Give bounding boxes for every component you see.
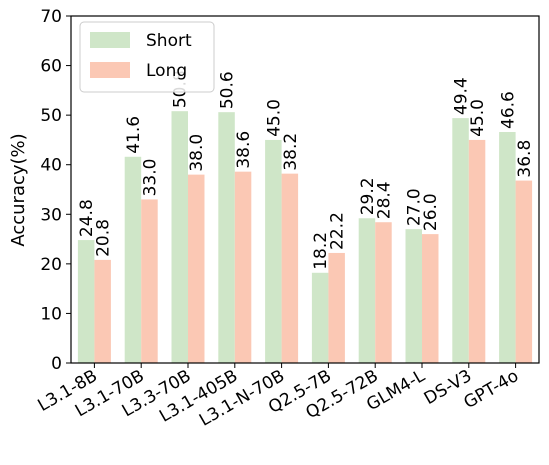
- y-tick-label-5: 50: [40, 106, 62, 126]
- bar-short-2: [171, 111, 188, 363]
- value-label-long-4: 38.2: [281, 133, 301, 171]
- value-label-short-8: 49.4: [452, 77, 472, 115]
- bar-long-8: [468, 139, 486, 363]
- value-label-short-9: 46.6: [498, 91, 518, 129]
- y-tick-label-0: 0: [51, 354, 62, 374]
- y-tick-label-7: 70: [40, 7, 62, 27]
- bar-short-7: [405, 229, 422, 363]
- bar-long-4: [281, 173, 299, 363]
- value-label-short-7: 27.0: [405, 188, 425, 226]
- bar-short-6: [358, 218, 376, 363]
- value-label-short-0: 24.8: [77, 199, 97, 237]
- x-tick-label-9: GPT-4o: [460, 366, 522, 413]
- value-label-long-3: 38.6: [234, 131, 254, 169]
- y-tick-label-4: 40: [40, 156, 62, 176]
- value-label-long-6: 28.4: [374, 181, 394, 219]
- bar-short-9: [499, 131, 516, 363]
- value-label-long-8: 45.0: [468, 99, 488, 137]
- y-tick-label-1: 10: [40, 304, 62, 324]
- bar-long-1: [141, 199, 158, 363]
- value-label-short-6: 29.2: [358, 177, 378, 215]
- axes-frame: [70, 15, 540, 364]
- value-label-long-1: 33.0: [140, 159, 160, 197]
- bar-short-3: [218, 112, 235, 363]
- value-label-long-9: 36.8: [515, 140, 535, 178]
- bar-short-0: [77, 240, 95, 363]
- value-label-short-4: 45.0: [264, 99, 284, 137]
- y-axis-title: Accuracy(%): [8, 133, 29, 246]
- legend-label-long: Long: [146, 61, 187, 81]
- bar-short-8: [452, 118, 469, 363]
- bar-long-3: [234, 171, 252, 363]
- bar-short-5: [311, 272, 329, 363]
- value-label-long-2: 38.0: [187, 134, 207, 172]
- legend-swatch-long: [90, 62, 130, 78]
- value-label-short-3: 50.6: [218, 71, 238, 109]
- value-label-short-1: 41.6: [124, 116, 144, 154]
- value-label-long-0: 20.8: [94, 219, 114, 257]
- legend-label-short: Short: [146, 31, 192, 51]
- value-label-short-5: 18.2: [311, 232, 331, 270]
- bar-short-1: [124, 156, 142, 363]
- y-tick-label-6: 60: [40, 57, 62, 77]
- bar-long-9: [515, 180, 533, 363]
- plot-area: 24.820.841.633.050.838.050.638.645.038.2…: [35, 7, 540, 431]
- bar-long-5: [328, 252, 345, 363]
- legend-swatch-short: [90, 32, 130, 48]
- y-tick-label-3: 30: [40, 205, 62, 225]
- bar-long-2: [188, 174, 205, 363]
- y-tick-label-2: 20: [40, 255, 62, 275]
- bar-short-4: [265, 139, 282, 363]
- bar-long-0: [94, 259, 111, 363]
- value-label-long-7: 26.0: [421, 193, 441, 231]
- value-label-long-5: 22.2: [328, 212, 348, 250]
- bar-long-6: [375, 222, 392, 363]
- bar-long-7: [422, 234, 439, 363]
